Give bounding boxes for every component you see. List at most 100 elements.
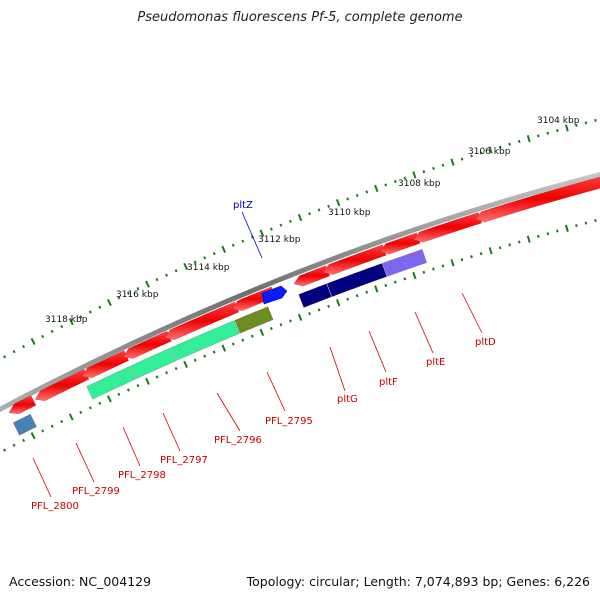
inner-tick bbox=[594, 219, 597, 223]
inner-ruler-track bbox=[3, 219, 597, 452]
ruler-label-3110: 3110 kbp bbox=[328, 208, 371, 218]
outer-tick bbox=[193, 260, 197, 264]
gene-label-leaders bbox=[32, 211, 483, 498]
outer-tick bbox=[564, 124, 569, 132]
inner-tick bbox=[183, 360, 188, 369]
cog-PFL_2798 bbox=[129, 347, 177, 380]
inner-tick bbox=[297, 313, 303, 321]
inner-tick bbox=[460, 258, 464, 262]
gene-label-PFL_2796: PFL_2796 bbox=[214, 435, 262, 446]
gene-next-arrow bbox=[475, 176, 600, 223]
outer-tick bbox=[517, 139, 521, 143]
outer-tick bbox=[460, 157, 464, 161]
inner-tick bbox=[470, 255, 473, 259]
genome-backbone bbox=[0, 171, 600, 413]
outer-tick bbox=[422, 170, 426, 174]
gene-PFL_2800-arrow bbox=[8, 395, 37, 415]
inner-tick bbox=[231, 342, 235, 346]
outer-tick bbox=[12, 350, 16, 354]
leader-PFL_2798 bbox=[122, 426, 141, 467]
ruler-label-3108: 3108 kbp bbox=[398, 179, 441, 189]
inner-tick bbox=[68, 413, 74, 421]
outer-tick bbox=[488, 146, 493, 154]
outer-tick bbox=[317, 208, 321, 212]
inner-tick bbox=[289, 319, 292, 323]
inner-tick bbox=[117, 392, 121, 396]
outer-tick bbox=[106, 298, 112, 307]
outer-tick bbox=[546, 131, 550, 135]
outer-tick bbox=[526, 135, 531, 143]
cog-strand-genes bbox=[12, 249, 428, 436]
gene-label-PFL_2797: PFL_2797 bbox=[160, 455, 208, 466]
gene-label-PFL_2799: PFL_2799 bbox=[72, 486, 120, 497]
inner-tick bbox=[450, 259, 455, 267]
inner-tick bbox=[508, 243, 512, 247]
inner-tick bbox=[412, 271, 417, 280]
outer-tick bbox=[441, 163, 445, 167]
outer-tick bbox=[269, 227, 273, 231]
inner-tick bbox=[41, 429, 45, 433]
inner-tick bbox=[30, 432, 36, 440]
outer-tick bbox=[584, 121, 588, 125]
outer-tick bbox=[335, 198, 341, 207]
outer-tick bbox=[450, 158, 455, 166]
outer-tick bbox=[575, 123, 578, 127]
cog-pltF bbox=[326, 263, 388, 298]
outer-tick bbox=[327, 204, 330, 208]
inner-tick bbox=[106, 395, 112, 403]
leader-pltG bbox=[329, 346, 346, 392]
leader-PFL_2800 bbox=[32, 457, 52, 498]
outer-tick bbox=[412, 171, 417, 179]
outer-tick bbox=[365, 190, 369, 194]
leader-PFL_2795 bbox=[266, 371, 286, 412]
outer-tick bbox=[479, 151, 483, 155]
inner-tick bbox=[384, 283, 388, 288]
inner-tick bbox=[327, 304, 330, 308]
outer-ruler-track bbox=[3, 118, 597, 359]
gene-pltZ[interactable] bbox=[261, 285, 288, 305]
inner-tick bbox=[22, 438, 26, 443]
outer-tick bbox=[536, 134, 540, 138]
inner-tick bbox=[536, 234, 540, 238]
outer-tick bbox=[384, 183, 388, 187]
leader-pltF bbox=[368, 330, 387, 373]
outer-tick bbox=[203, 256, 207, 260]
genome-summary-text: Topology: circular; Length: 7,074,893 bp… bbox=[246, 574, 590, 589]
outer-tick bbox=[556, 129, 559, 133]
outer-tick bbox=[594, 118, 597, 122]
inner-tick bbox=[145, 377, 150, 385]
outer-tick bbox=[308, 212, 311, 216]
inner-tick bbox=[432, 267, 435, 271]
inner-tick bbox=[165, 371, 169, 375]
inner-tick bbox=[126, 388, 130, 392]
cog-PFL_2796 bbox=[234, 306, 274, 334]
outer-tick bbox=[88, 310, 92, 314]
outer-tick bbox=[279, 223, 283, 227]
cog-PFL_2800 bbox=[12, 413, 37, 436]
inner-tick bbox=[441, 264, 445, 268]
inner-tick bbox=[174, 366, 178, 371]
accession-text: Accession: NC_004129 bbox=[9, 574, 152, 589]
inner-tick bbox=[355, 294, 359, 298]
inner-tick bbox=[564, 224, 569, 232]
gene-label-pltZ: pltZ bbox=[233, 200, 253, 211]
outer-tick bbox=[221, 245, 227, 254]
outer-tick bbox=[374, 184, 379, 193]
inner-tick bbox=[393, 280, 397, 284]
inner-tick bbox=[212, 350, 216, 354]
outer-tick bbox=[241, 239, 245, 243]
gene-label-PFL_2800: PFL_2800 bbox=[31, 501, 79, 512]
inner-tick bbox=[12, 443, 16, 447]
outer-tick bbox=[126, 291, 130, 295]
inner-tick bbox=[193, 358, 197, 362]
ruler-label-3114: 3114 kbp bbox=[187, 263, 230, 273]
cog-pltE bbox=[382, 249, 428, 277]
gene-label-pltD: pltD bbox=[475, 337, 496, 348]
inner-tick bbox=[479, 252, 483, 256]
outer-tick bbox=[136, 287, 140, 291]
inner-tick bbox=[498, 246, 502, 250]
inner-tick bbox=[365, 290, 369, 294]
outer-tick bbox=[117, 296, 121, 300]
outer-tick bbox=[30, 337, 36, 346]
ruler-labels: 3104 kbp 3106 kbp 3108 kbp 3110 kbp 3112… bbox=[45, 116, 580, 325]
